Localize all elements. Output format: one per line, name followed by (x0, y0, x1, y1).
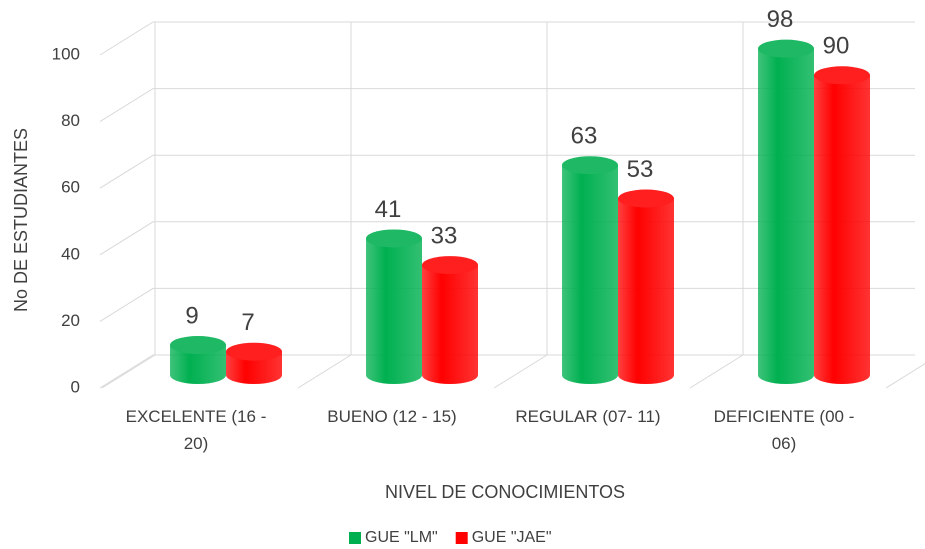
bar (422, 256, 478, 384)
y-tick-label: 20 (61, 311, 80, 330)
legend-swatch (349, 532, 361, 544)
bar (814, 66, 870, 385)
value-label: 33 (431, 222, 458, 249)
x-tick-label: EXCELENTE (16 - 20) (125, 407, 267, 453)
x-tick-label: DEFICIENTE (00 - 06) (713, 407, 855, 453)
legend-label: GUE "LM" (365, 529, 438, 546)
value-label: 98 (767, 6, 794, 33)
floor-line (101, 354, 156, 389)
grid-line (99, 88, 915, 123)
bar (366, 229, 422, 384)
bar (758, 39, 814, 384)
value-label: 53 (627, 156, 654, 183)
value-label: 9 (185, 302, 198, 329)
y-tick-label: 60 (61, 178, 80, 197)
floor-line (297, 354, 352, 389)
legend-swatch (455, 532, 468, 544)
value-label: 7 (241, 309, 254, 336)
x-tick-label: BUENO (12 - 15) (327, 407, 457, 426)
grid-line (99, 21, 915, 56)
floor-line (493, 354, 548, 389)
bar (170, 336, 226, 384)
bar (226, 342, 282, 384)
value-label: 90 (823, 33, 850, 60)
value-label: 63 (571, 123, 598, 150)
legend-label: GUE "JAE" (472, 529, 552, 546)
x-tick-label: REGULAR (07- 11) (515, 407, 661, 426)
value-label: 41 (375, 196, 402, 223)
floor-line (885, 363, 925, 389)
x-axis-title: NIVEL DE CONOCIMIENTOS (385, 482, 625, 502)
y-axis-title: No DE ESTUDIANTES (11, 128, 31, 312)
bar (562, 156, 618, 384)
y-tick-label: 100 (52, 44, 80, 63)
y-tick-label: 0 (71, 377, 80, 396)
y-tick-label: 80 (61, 111, 80, 130)
floor-line (689, 354, 744, 389)
grid-line (99, 154, 915, 189)
y-tick-label: 40 (61, 244, 80, 263)
bar (618, 189, 674, 384)
